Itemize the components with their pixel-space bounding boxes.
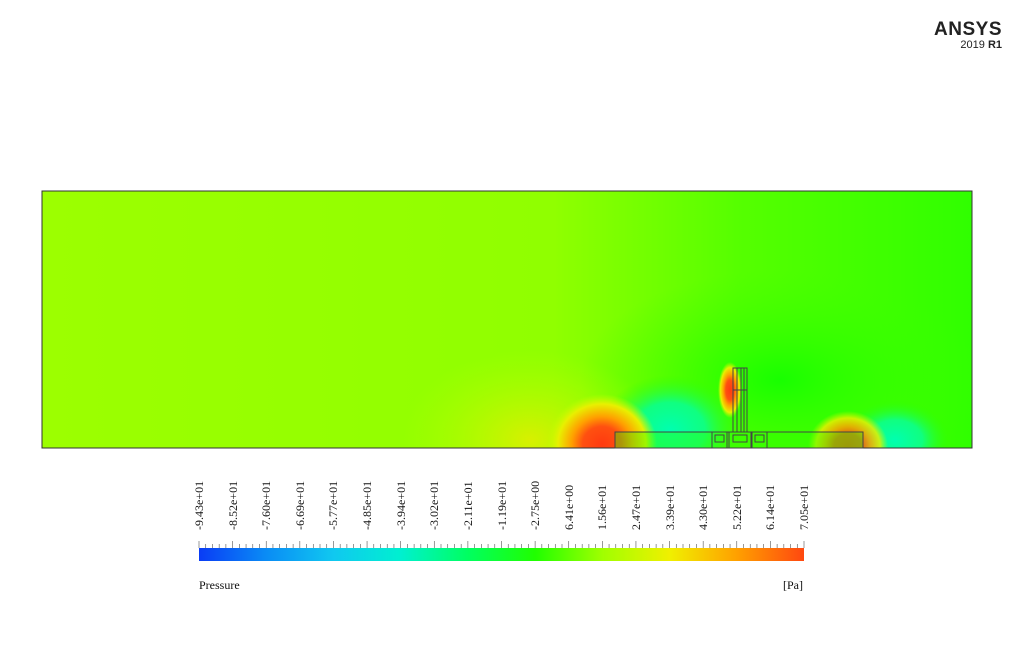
- colorbar-tick-label: -9.43e+01: [192, 480, 206, 530]
- colorbar-tick-label: -3.94e+01: [393, 480, 408, 530]
- colorbar-ticks: [198, 541, 805, 548]
- colorbar-tick-label: -4.85e+01: [360, 480, 375, 530]
- colorbar-tick-label: 1.56e+01: [595, 484, 610, 530]
- contour-field: [42, 191, 972, 448]
- colorbar-tick-label: 7.05e+01: [797, 484, 811, 530]
- domain-border: [41, 190, 973, 449]
- colorbar-tick-label: 4.30e+01: [696, 484, 711, 530]
- colorbar-tick-label: -1.19e+01: [494, 480, 509, 530]
- colorbar-unit: [Pa]: [783, 578, 803, 592]
- ansys-logo: ANSYS 2019 R1: [934, 20, 1002, 52]
- version-year: 2019: [960, 39, 985, 51]
- colorbar-tick-label: -2.75e+00: [528, 480, 543, 530]
- colorbar-tick-label: -7.60e+01: [259, 480, 274, 530]
- colorbar-tick-label: 5.22e+01: [729, 484, 744, 530]
- logo-brand: ANSYS: [934, 19, 1002, 40]
- logo-version: 2019 R1: [934, 39, 1002, 52]
- geometry-outline: [614, 367, 864, 449]
- colorbar-tick-label: -8.52e+01: [225, 480, 240, 530]
- colorbar-tick-label: 6.14e+01: [763, 484, 778, 530]
- colorbar-tick-label: 2.47e+01: [628, 484, 643, 530]
- colorbar: [199, 548, 804, 561]
- colorbar-tick-label: -5.77e+01: [326, 480, 341, 530]
- colorbar-tick-label: -6.69e+01: [292, 480, 307, 530]
- colorbar-tick-label: 6.41e+00: [561, 484, 576, 530]
- colorbar-variable: Pressure: [199, 578, 240, 592]
- colorbar-tick-label: -3.02e+01: [427, 480, 442, 530]
- version-release: R1: [987, 39, 1002, 51]
- colorbar-tick-label: 3.39e+01: [662, 484, 677, 530]
- colorbar-tick-label: -2.11e+01: [460, 481, 475, 530]
